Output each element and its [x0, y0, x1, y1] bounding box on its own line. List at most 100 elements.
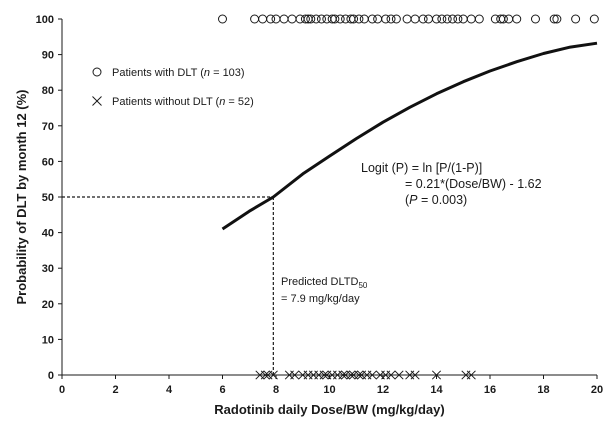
legend-with-dlt: Patients with DLT (n = 103)	[112, 67, 245, 79]
legend-without-dlt-text: Patients without DLT (	[112, 96, 220, 108]
dlt-point	[349, 14, 359, 24]
logit-annotation: Logit (P) = ln [P/(1-P)] = 0.21*(Dose/BW…	[361, 161, 542, 207]
dlt-point	[474, 14, 484, 24]
legend-with-dlt-n: n	[204, 67, 210, 79]
dlt-point	[306, 14, 316, 24]
logit-line-3-p: P	[409, 193, 418, 207]
dlt-point	[466, 14, 476, 24]
x-tick-label: 20	[591, 384, 603, 396]
y-tick-label: 90	[42, 50, 54, 62]
legend-without-dlt: Patients without DLT (n = 52)	[112, 96, 254, 108]
y-tick-label: 100	[36, 14, 54, 26]
y-tick-label: 0	[48, 370, 54, 382]
dlt-point	[311, 14, 321, 24]
dltd-value: = 7.9 mg/kg/day	[281, 293, 360, 305]
fit-curve-group	[221, 41, 598, 231]
y-tick-label: 40	[42, 228, 54, 240]
reference-lines	[62, 196, 274, 375]
legend-without-dlt-rest: = 52)	[225, 96, 253, 108]
x-tick-label: 0	[59, 384, 65, 396]
dlt-point	[271, 14, 281, 24]
dlt-point	[453, 14, 463, 24]
dltd-label: Predicted DLTD50	[281, 276, 368, 290]
dlt-point	[330, 14, 340, 24]
dlt-point	[437, 14, 447, 24]
no-dlt-point	[338, 370, 348, 380]
x-tick-label: 6	[219, 384, 225, 396]
dlt-point	[402, 14, 412, 24]
dlt-point	[316, 14, 326, 24]
logit-line-3-rest: = 0.003)	[418, 193, 468, 207]
dlt-point	[512, 14, 522, 24]
no-dlt-point	[354, 370, 364, 380]
no-dlt-point	[367, 370, 377, 380]
no-dlt-point	[466, 370, 476, 380]
dlt-point	[335, 14, 345, 24]
dltd-label-sub: 50	[358, 281, 367, 290]
dlt-point	[359, 14, 369, 24]
x-tick-label: 2	[112, 384, 118, 396]
x-axis-title: Radotinib daily Dose/BW (mg/kg/day)	[214, 402, 444, 417]
logit-line-3: (P = 0.003)	[405, 193, 467, 207]
dltd-label-text: Predicted DLTD	[281, 276, 358, 288]
fit-curve	[221, 41, 598, 231]
no-dlt-point	[394, 370, 404, 380]
x-tick-label: 14	[430, 384, 443, 396]
dlt-point	[530, 14, 540, 24]
dlt-point	[448, 14, 458, 24]
legend: Patients with DLT (n = 103) Patients wit…	[92, 67, 254, 108]
dlt-point	[367, 14, 377, 24]
no-dlt-point	[260, 370, 270, 380]
dlt-point	[391, 14, 401, 24]
no-dlt-point	[386, 370, 396, 380]
dlt-point	[354, 14, 364, 24]
legend-x-marker	[92, 96, 102, 106]
data-markers	[218, 14, 599, 380]
dlt-point	[589, 14, 599, 24]
y-tick-label: 10	[42, 334, 54, 346]
no-dlt-point	[431, 370, 442, 380]
y-tick-label: 30	[42, 263, 54, 275]
x-tick-label: 8	[273, 384, 279, 396]
dlt-point	[258, 14, 268, 24]
no-dlt-point	[290, 370, 300, 380]
dlt-point	[279, 14, 289, 24]
logit-line-1: Logit (P) = ln [P/(1-P)]	[361, 161, 482, 175]
x-tick-label: 18	[537, 384, 549, 396]
x-tick-label: 4	[166, 384, 173, 396]
dlt-point	[423, 14, 433, 24]
dlt-point	[266, 14, 276, 24]
logit-line-2: = 0.21*(Dose/BW) - 1.62	[405, 177, 542, 191]
dlt-point	[410, 14, 420, 24]
dlt-point	[373, 14, 383, 24]
dlt-point	[287, 14, 297, 24]
dlt-point	[504, 14, 514, 24]
legend-circle-marker	[92, 67, 102, 77]
y-tick-label: 50	[42, 192, 54, 204]
y-tick-label: 20	[42, 299, 54, 311]
dlt-point	[250, 14, 260, 24]
dlt-point	[418, 14, 428, 24]
dlt-point	[381, 14, 391, 24]
dlt-point	[218, 14, 227, 24]
y-tick-label: 70	[42, 121, 54, 133]
legend-without-dlt-n: n	[219, 96, 225, 108]
no-dlt-point	[410, 370, 420, 380]
y-axis-title: Probability of DLT by month 12 (%)	[14, 90, 29, 305]
dlt-point	[432, 14, 441, 24]
dlt-point	[498, 14, 508, 24]
x-tick-label: 16	[484, 384, 496, 396]
dlt-point	[300, 14, 310, 24]
x-tick-label: 10	[323, 384, 335, 396]
dlt-point	[386, 14, 396, 24]
y-tick-label: 80	[42, 85, 54, 97]
logit-line-3-open: (	[405, 193, 410, 207]
dlt-point	[571, 14, 581, 24]
legend-with-dlt-text: Patients with DLT (	[112, 67, 204, 79]
axis-ticks: 0 2 4 6 8 10 12 14 16 18 20 0 10 20 30 40 50 60 70 80 90 100	[36, 14, 603, 396]
legend-with-dlt-rest: = 103)	[210, 67, 245, 79]
y-tick-label: 60	[42, 156, 54, 168]
dlt-point	[549, 14, 559, 24]
